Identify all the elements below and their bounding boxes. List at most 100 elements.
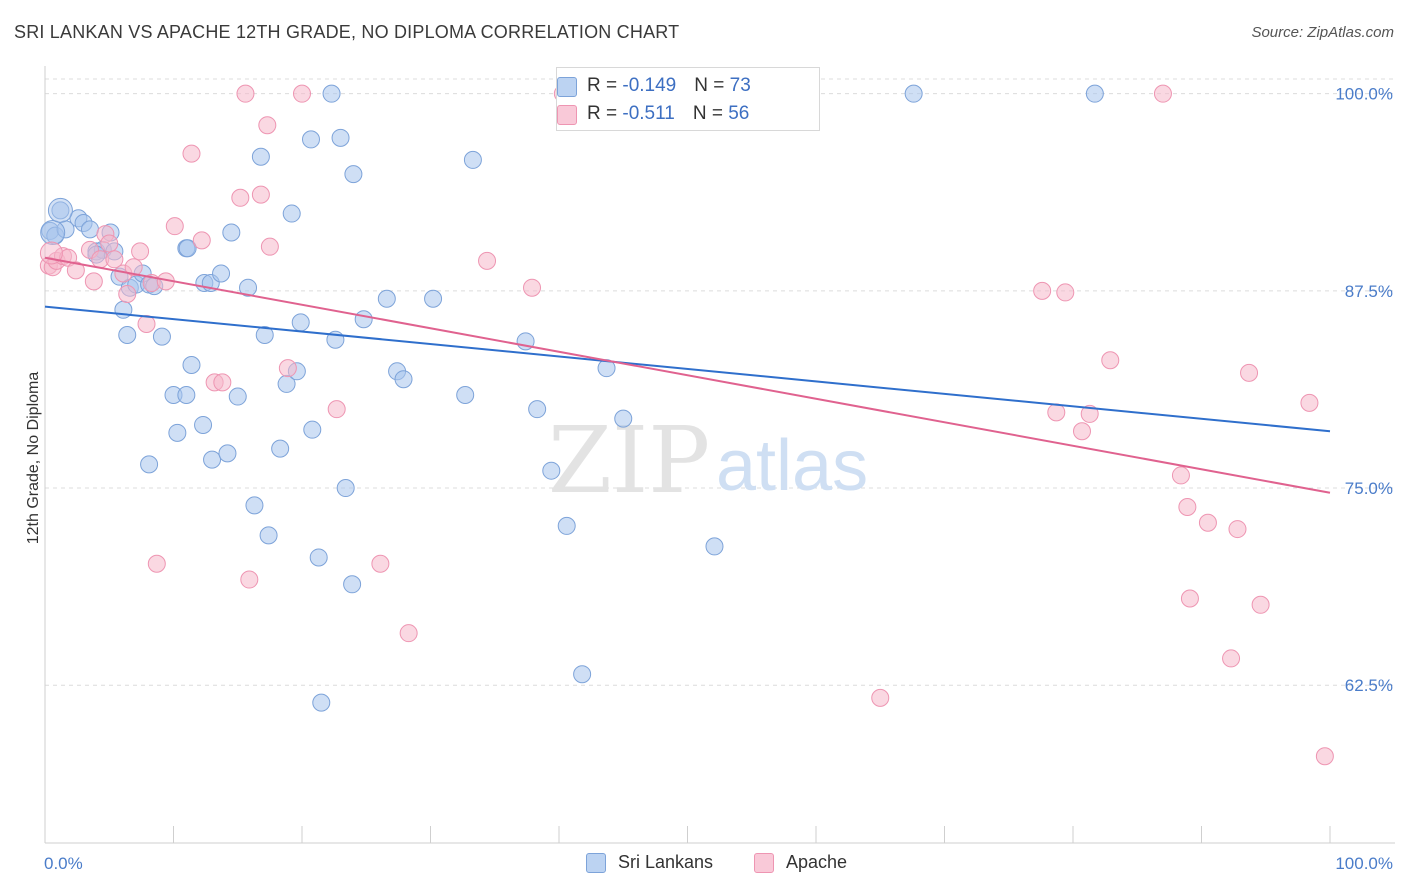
legend-n-value: 73 (729, 75, 751, 96)
legend-r-value: -0.511 (622, 103, 675, 124)
sri-lankans-point (152, 327, 171, 346)
sri-lankans-point (194, 415, 213, 434)
apache-point (1222, 649, 1241, 668)
apache-trend-line (44, 256, 1331, 494)
apache-point (231, 188, 250, 207)
y-tick-label: 75.0% (1345, 479, 1393, 498)
axis-labels: 62.5% 75.0% 87.5% 100.0% 0.0% 100.0% (44, 85, 1393, 873)
sri-lankans-point (354, 310, 373, 329)
sri-lankans-point (140, 455, 159, 474)
sri-lankans-point (312, 693, 331, 712)
apache-point (1198, 513, 1217, 532)
sri-lankans-point (336, 479, 355, 498)
sri-lankans-point (322, 84, 341, 103)
apache-point (100, 234, 119, 253)
sri-lankans-point (40, 219, 66, 245)
apache-point (478, 251, 497, 270)
sri-lankans-point (212, 264, 231, 283)
apache-point (1056, 283, 1075, 302)
apache-point (1240, 363, 1259, 382)
sri-lankans-point (168, 423, 187, 442)
bottom-legend-label: Sri Lankans (618, 852, 714, 872)
sri-lankans-point (47, 197, 73, 223)
x-tick-label-min: 0.0% (44, 854, 83, 873)
axes (44, 66, 1395, 844)
apache-point (192, 231, 211, 250)
apache-point (131, 242, 150, 261)
apache-point (1153, 84, 1172, 103)
watermark: ZIP atlas (548, 407, 868, 514)
apache-point (1228, 520, 1247, 539)
sri-lankans-point (80, 220, 99, 239)
apache-point (1080, 404, 1099, 423)
apache-point (260, 237, 279, 256)
sri-lankans-point (1085, 84, 1104, 103)
sri-lankans-point (182, 356, 201, 375)
sri-lankans-point (424, 289, 443, 308)
sri-lankans-point (291, 313, 310, 332)
sri-lankans-point (344, 165, 363, 184)
sri-lankans-point (271, 439, 290, 458)
legend-r-value: -0.149 (622, 75, 677, 96)
trend-lines (44, 256, 1331, 494)
y-tick-label: 87.5% (1345, 282, 1393, 301)
sri-lankans-point (228, 387, 247, 406)
sri-lankans-point (557, 516, 576, 535)
legend-r-label: R = (587, 103, 623, 124)
apache-point (1251, 595, 1270, 614)
bottom-legend-swatch-pink (754, 852, 774, 873)
sri-lankans-point (377, 289, 396, 308)
bottom-legend-sri-lankans: Sri Lankans (586, 852, 713, 873)
y-axis-title: 12th Grade, No Diploma (25, 372, 42, 545)
sri-lankans-point (177, 385, 196, 404)
sri-lankans-point (218, 444, 237, 463)
apache-point (523, 278, 542, 297)
apache-point (165, 217, 184, 236)
legend-row-sri-lankans: R = -0.149 N = 73 (557, 73, 751, 99)
sri-lankans-point (282, 204, 301, 223)
x-tick-label-max: 100.0% (1335, 854, 1393, 873)
sri-lankans-point (343, 575, 362, 594)
source-label: Source: ZipAtlas.com (1251, 24, 1394, 41)
chart-title: SRI LANKAN VS APACHE 12TH GRADE, NO DIPL… (14, 22, 680, 42)
sri-lankans-point (456, 385, 475, 404)
sri-lankans-point (463, 150, 482, 169)
bottom-legend-apache: Apache (754, 852, 847, 873)
apache-point (84, 272, 103, 291)
sri-lankans-point (203, 450, 222, 469)
sri-lankans-point (614, 409, 633, 428)
apache-point (1178, 497, 1197, 516)
sri-lankans-point (705, 537, 724, 556)
legend-swatch-pink (557, 105, 577, 125)
sri-lankans-point (255, 326, 274, 345)
apache-point (213, 373, 232, 392)
sri-lankans-point (239, 278, 258, 297)
bottom-legend-label: Apache (786, 852, 848, 872)
legend-n-label: N = (694, 75, 730, 96)
apache-point (1171, 466, 1190, 485)
apache-point (240, 570, 259, 589)
apache-point (118, 285, 137, 304)
sri-lankans-point (303, 420, 322, 439)
legend-n-label: N = (692, 103, 729, 124)
sri-lankans-point (251, 147, 270, 166)
apache-point (1101, 351, 1120, 370)
sri-lankans-point (904, 84, 923, 103)
apache-point (236, 84, 255, 103)
watermark-atlas: atlas (716, 426, 868, 506)
apache-point (124, 258, 143, 277)
apache-point (147, 554, 166, 573)
apache-point (66, 261, 85, 280)
apache-point (399, 624, 418, 643)
apache-point (1072, 422, 1091, 441)
y-tick-label: 62.5% (1345, 676, 1393, 695)
apache-point (371, 554, 390, 573)
sri-lankans-trend-line (44, 305, 1331, 433)
apache-point (1047, 403, 1066, 422)
legend-row-apache: R = -0.511 N = 56 (557, 101, 749, 127)
apache-point (327, 400, 346, 419)
sri-lankans-point (528, 400, 547, 419)
apache-point (1033, 281, 1052, 300)
legend-r-label: R = (587, 75, 623, 96)
sri-lankans-point (394, 370, 413, 389)
